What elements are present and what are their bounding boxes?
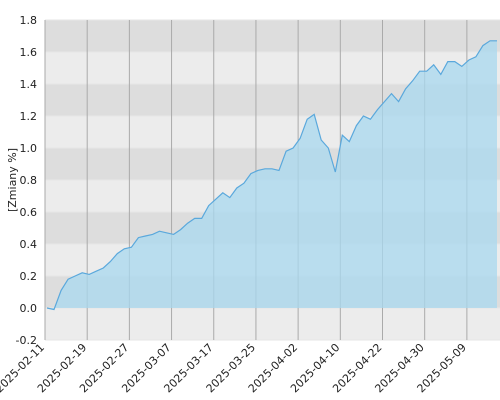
line [46, 40, 497, 311]
grid-band [45, 308, 500, 340]
y-tick-label: -0.2 [16, 334, 37, 347]
y-axis-label: [Zmiany %] [6, 148, 19, 212]
y-tick-label: 1.2 [20, 110, 38, 123]
y-tick-label: 1.4 [20, 78, 38, 91]
y-tick-label: 0.6 [20, 206, 38, 219]
grid-band [45, 20, 500, 52]
y-tick-label: 0.0 [20, 302, 38, 315]
y-tick-label: 1.8 [20, 14, 38, 27]
area [47, 40, 497, 310]
y-tick-label: 0.4 [20, 238, 38, 251]
y-tick-label: 1.0 [20, 142, 38, 155]
y-tick-label: 0.8 [20, 174, 38, 187]
y-tick-label: 0.2 [20, 270, 38, 283]
y-tick-label: 1.6 [20, 46, 38, 59]
